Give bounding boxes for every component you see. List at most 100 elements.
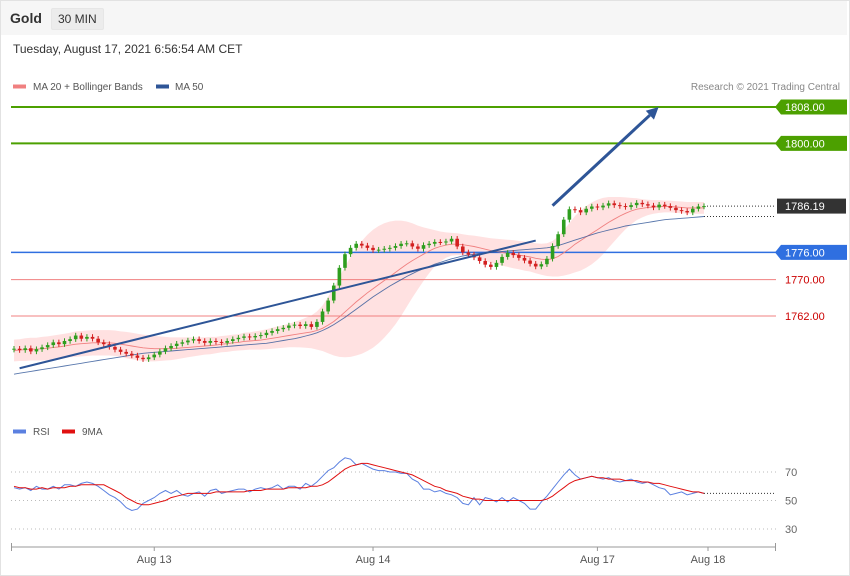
candle-body — [449, 238, 454, 242]
candle — [679, 207, 684, 214]
candle-body — [348, 247, 353, 255]
candle-body — [73, 335, 78, 340]
candle — [595, 203, 600, 211]
candle — [629, 202, 633, 210]
candle — [444, 238, 448, 246]
candle — [259, 332, 263, 339]
trendline — [19, 239, 536, 370]
candle — [118, 346, 123, 355]
candle — [623, 203, 628, 210]
ma50-line — [13, 216, 705, 375]
candle — [354, 241, 358, 251]
candle-body — [96, 338, 100, 343]
candle — [702, 203, 706, 210]
level-1800-00-tag — [775, 135, 847, 151]
candle-body — [679, 210, 684, 212]
candle — [315, 319, 319, 330]
candle-body — [466, 252, 471, 255]
candle — [466, 249, 471, 258]
candle-body — [561, 219, 566, 235]
candle-body — [337, 267, 342, 286]
candle — [696, 203, 701, 212]
candle-body — [331, 285, 336, 301]
candle — [685, 208, 689, 216]
candle-body — [505, 252, 510, 257]
candle-body — [438, 241, 443, 243]
candle-body — [208, 340, 213, 343]
candle — [578, 207, 583, 216]
candle — [539, 261, 544, 270]
candle-body — [191, 339, 196, 341]
candle-body — [668, 206, 673, 208]
candle-body — [202, 340, 207, 343]
candle-body — [281, 327, 286, 330]
candle — [634, 200, 639, 208]
candle — [371, 245, 375, 253]
ma20-legend-swatch — [13, 84, 26, 89]
candle — [460, 243, 465, 256]
credit-text: Research © 2021 Trading Central — [691, 82, 840, 93]
candle-body — [214, 340, 218, 342]
timeframe-badge[interactable]: 30 MIN — [51, 8, 104, 30]
candle-body — [489, 264, 493, 267]
candle-body — [556, 234, 560, 247]
candle — [174, 340, 179, 349]
candle — [690, 206, 695, 216]
candle-body — [618, 205, 622, 207]
candle — [73, 332, 78, 342]
candle — [382, 246, 387, 253]
candle — [202, 338, 207, 346]
rsi-line — [13, 457, 705, 512]
candle-body — [528, 260, 532, 264]
ma50-legend-label: MA 50 — [175, 82, 204, 93]
candle-body — [29, 348, 33, 352]
candle-body — [225, 340, 229, 343]
candle — [214, 338, 218, 345]
candle-body — [517, 255, 521, 258]
candle — [438, 239, 443, 246]
candle-body — [309, 324, 314, 327]
candle — [337, 265, 342, 289]
candle-body — [444, 241, 448, 243]
candle-body — [657, 204, 661, 208]
candle-body — [399, 243, 403, 247]
candle — [230, 336, 235, 344]
rsi-tick-30: 30 — [785, 524, 797, 536]
candle-body — [253, 335, 258, 338]
rsi-panel: 70 50 30 — [11, 457, 797, 536]
candle — [416, 243, 420, 252]
candle — [651, 202, 656, 211]
candle-body — [646, 204, 650, 206]
candle-body — [45, 345, 50, 348]
candle — [326, 297, 330, 315]
level-1786-19-label: 1786.19 — [785, 201, 825, 213]
candle-body — [163, 348, 168, 352]
candle-body — [79, 335, 84, 339]
candle-body — [550, 246, 555, 259]
candle-body — [634, 202, 639, 206]
candle — [264, 330, 269, 338]
candle-body — [23, 348, 28, 351]
candle — [90, 334, 95, 342]
candle-body — [303, 324, 308, 326]
candle — [561, 216, 566, 237]
ma20-legend-label: MA 20 + Bollinger Bands — [33, 82, 143, 93]
forecast-arrow-shaft — [551, 114, 651, 207]
candle-body — [702, 206, 706, 208]
candle — [85, 334, 89, 342]
candle-body — [34, 349, 39, 352]
candle-body — [275, 329, 280, 331]
candle — [348, 245, 353, 257]
candle — [281, 325, 286, 332]
candle — [573, 206, 577, 213]
level-1786-19-tag — [777, 198, 846, 214]
candle — [365, 242, 370, 251]
candle-body — [197, 339, 201, 341]
candle — [298, 321, 302, 329]
candle-body — [236, 337, 241, 340]
timestamp: Tuesday, August 17, 2021 6:56:54 AM CET — [13, 42, 243, 56]
candle — [51, 339, 56, 348]
candle — [219, 339, 224, 346]
candle-body — [315, 321, 319, 327]
candle-body — [360, 243, 364, 246]
